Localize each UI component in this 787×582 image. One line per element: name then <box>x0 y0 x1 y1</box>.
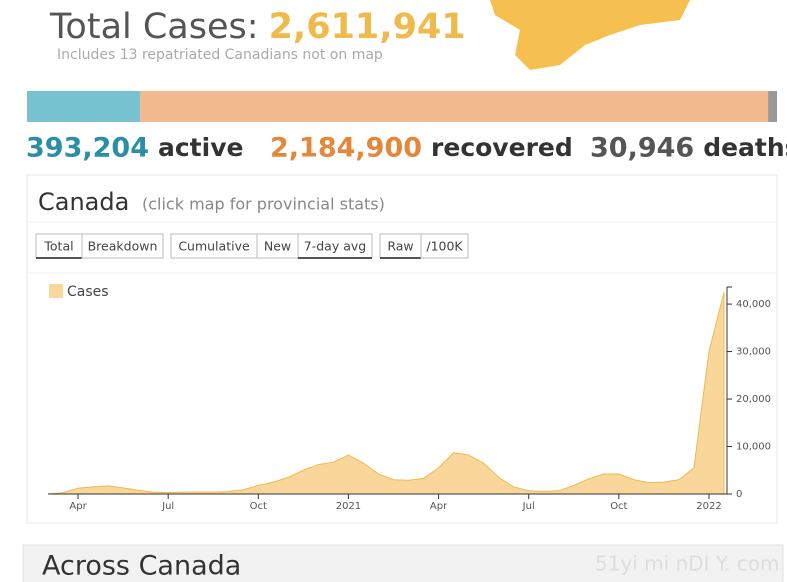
button-label[interactable]: /100K <box>426 239 463 254</box>
button-label[interactable]: Breakdown <box>88 239 158 254</box>
x-tick-label: Apr <box>430 501 448 512</box>
map-fragment[interactable] <box>672 0 690 6</box>
x-tick-label: Jul <box>161 501 174 512</box>
status-segment <box>140 91 769 122</box>
section-header <box>22 544 784 582</box>
button-label[interactable]: Cumulative <box>178 239 250 254</box>
y-tick-label: 30,000 <box>736 347 771 358</box>
button-label[interactable]: Raw <box>387 239 413 254</box>
area <box>47 292 725 495</box>
legend-label: Cases <box>67 284 109 300</box>
button-label[interactable]: New <box>264 239 291 254</box>
toggle-button[interactable] <box>35 233 83 259</box>
x-tick-label: Jul <box>522 501 535 512</box>
watermark: 51yi mi nDI Y. com <box>595 552 780 576</box>
x-tick-label: Oct <box>250 501 267 512</box>
panel-title: Canada <box>38 188 129 216</box>
toggle-button[interactable] <box>256 233 299 259</box>
status-segment <box>27 91 141 122</box>
x-tick-label: Oct <box>610 501 627 512</box>
stat-value: 2,184,900 <box>270 133 422 164</box>
panel <box>26 174 778 524</box>
stat-value: 393,204 <box>26 133 149 164</box>
toggle-button[interactable] <box>297 233 373 259</box>
note: Includes 13 repatriated Canadians not on… <box>57 47 383 63</box>
x-tick-label: Apr <box>69 501 87 512</box>
section-title: Across Canada <box>42 551 241 582</box>
button-label[interactable]: Total <box>43 239 73 254</box>
y-tick-label: 10,000 <box>736 442 771 453</box>
title: Total Cases: <box>49 7 259 47</box>
stat-value: 30,946 <box>590 133 694 164</box>
x-tick-label: 2021 <box>336 501 361 512</box>
stat-name: deaths <box>703 133 787 162</box>
stat-name: active <box>158 133 243 162</box>
status-segment <box>768 91 777 122</box>
y-tick-label: 20,000 <box>736 394 771 405</box>
y-tick-label: 0 <box>736 489 742 500</box>
y-tick-label: 40,000 <box>736 299 771 310</box>
map-fragment[interactable] <box>490 0 690 70</box>
total-cases: 2,611,941 <box>269 7 466 47</box>
legend-swatch <box>49 284 63 298</box>
panel-hint: (click map for provincial stats) <box>142 195 385 214</box>
button-label[interactable]: 7-day avg <box>304 239 366 254</box>
toggle-button[interactable] <box>420 233 469 259</box>
x-tick-label: 2022 <box>696 501 721 512</box>
toggle-button[interactable] <box>81 233 164 259</box>
stat-name: recovered <box>431 133 573 162</box>
